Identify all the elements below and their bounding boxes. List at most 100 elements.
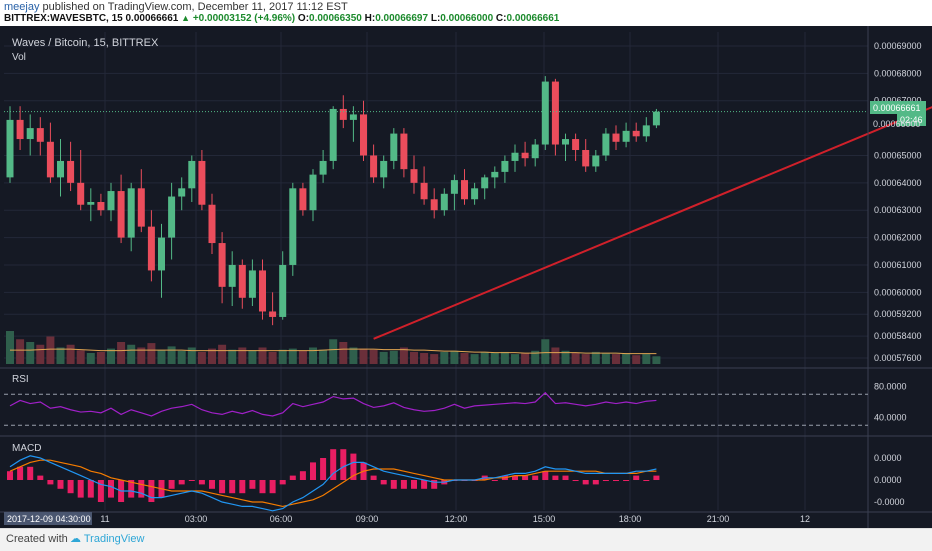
volume-bar xyxy=(581,354,590,364)
candle-body xyxy=(562,139,569,145)
candle-body xyxy=(652,111,660,126)
candle xyxy=(137,169,145,233)
candle xyxy=(16,106,24,150)
price-change: +0.00003152 (+4.96%) xyxy=(192,13,296,24)
candle xyxy=(147,210,155,282)
chart-canvas[interactable]: 0.00069000 0.00068000 0.00067000 0.00065000… xyxy=(0,26,932,528)
price-axis-label: 0.00061000 xyxy=(874,260,922,270)
candle xyxy=(319,150,327,183)
candle xyxy=(622,122,630,148)
volume-bar xyxy=(117,342,126,364)
volume-bar xyxy=(652,356,661,364)
volume-bar xyxy=(16,339,25,364)
candle-body xyxy=(117,191,125,238)
candle-body xyxy=(612,133,620,142)
candle-body xyxy=(127,188,135,238)
candle xyxy=(521,141,529,167)
macd-histogram-bar xyxy=(552,475,559,480)
volume-bar xyxy=(571,353,580,364)
volume-bar xyxy=(450,350,459,364)
low-label: L: xyxy=(430,13,441,24)
candle xyxy=(248,259,256,306)
macd-histogram-bar xyxy=(400,480,407,489)
publish-info: meejay published on TradingView.com, Dec… xyxy=(4,1,348,13)
volume-bar xyxy=(420,353,429,364)
macd-histogram-bar xyxy=(431,480,438,489)
macd-histogram-bar xyxy=(320,458,327,480)
macd-histogram-bar xyxy=(47,480,54,485)
candle xyxy=(370,144,378,183)
candle xyxy=(218,232,226,304)
candle-body xyxy=(77,182,85,205)
candle xyxy=(430,188,438,219)
volume-bar xyxy=(531,350,540,364)
footer: Created with ☁ TradingView xyxy=(0,528,932,551)
candle-body xyxy=(632,130,640,137)
volume-bar xyxy=(561,350,570,364)
candle-body xyxy=(248,270,256,298)
volume-bar xyxy=(410,351,418,364)
candle-body xyxy=(57,160,64,178)
volume-bar xyxy=(238,347,247,364)
rsi-label: RSI xyxy=(12,374,29,385)
close-value: 0.00066661 xyxy=(506,13,560,24)
macd-histogram-bar xyxy=(198,480,205,485)
rsi-line xyxy=(9,391,657,417)
candle-body xyxy=(491,171,499,178)
tradingview-logo[interactable]: ☁ TradingView xyxy=(70,532,144,545)
candle-body xyxy=(228,264,236,287)
candle-body xyxy=(188,160,196,189)
candle-body xyxy=(319,160,327,175)
volume-bar xyxy=(319,349,328,364)
candle xyxy=(77,150,85,211)
volume-bar xyxy=(521,353,530,364)
macd-histogram-bar xyxy=(370,475,377,480)
candle-body xyxy=(158,237,165,271)
macd-histogram-bar xyxy=(138,480,145,498)
candle xyxy=(380,155,388,189)
volume-bar xyxy=(309,347,317,364)
candle xyxy=(582,139,590,172)
candle-body xyxy=(339,108,347,120)
volume-bar xyxy=(329,339,338,364)
volume-bars xyxy=(6,331,661,364)
volume-bar xyxy=(632,355,641,364)
candle xyxy=(450,174,458,211)
macd-axis-label: 0.0000 xyxy=(874,475,902,485)
candle xyxy=(612,125,620,150)
volume-bar xyxy=(208,348,216,364)
volume-bar xyxy=(258,347,267,364)
candle xyxy=(349,106,357,142)
macd-histogram-bar xyxy=(390,480,397,489)
candle-body xyxy=(390,133,398,161)
volume-bar xyxy=(157,350,166,364)
price-axis-label: 0.00062000 xyxy=(874,233,922,243)
candle-body xyxy=(541,81,549,145)
candle-body xyxy=(67,160,75,183)
price-axis-label: 0.00059200 xyxy=(874,309,922,319)
candle xyxy=(531,139,539,167)
candle xyxy=(632,122,640,142)
candle xyxy=(158,223,165,298)
macd-histogram-bar xyxy=(623,480,630,481)
chart-area[interactable]: 0.00069000 0.00068000 0.00067000 0.00065000… xyxy=(0,26,932,528)
volume-bar xyxy=(440,351,449,364)
macd-histogram-bar xyxy=(87,480,94,498)
candle xyxy=(562,133,569,161)
macd-histogram-bar xyxy=(67,480,74,494)
author-link[interactable]: meejay xyxy=(4,1,40,13)
candle-body xyxy=(531,144,539,159)
candle-body xyxy=(430,199,438,211)
volume-bar xyxy=(96,351,105,364)
candle-body xyxy=(380,160,388,178)
volume-bar xyxy=(349,347,358,364)
trendline[interactable] xyxy=(373,71,932,340)
volume-bar xyxy=(642,354,651,364)
candle xyxy=(26,114,34,156)
symbol-label: BITTREX:WAVESBTC, 15 xyxy=(4,13,123,24)
candle-body xyxy=(269,311,277,317)
candle xyxy=(208,193,216,254)
candle-body xyxy=(178,188,186,197)
time-axis-label: 06:00 xyxy=(270,514,293,524)
volume-bar xyxy=(218,344,227,364)
